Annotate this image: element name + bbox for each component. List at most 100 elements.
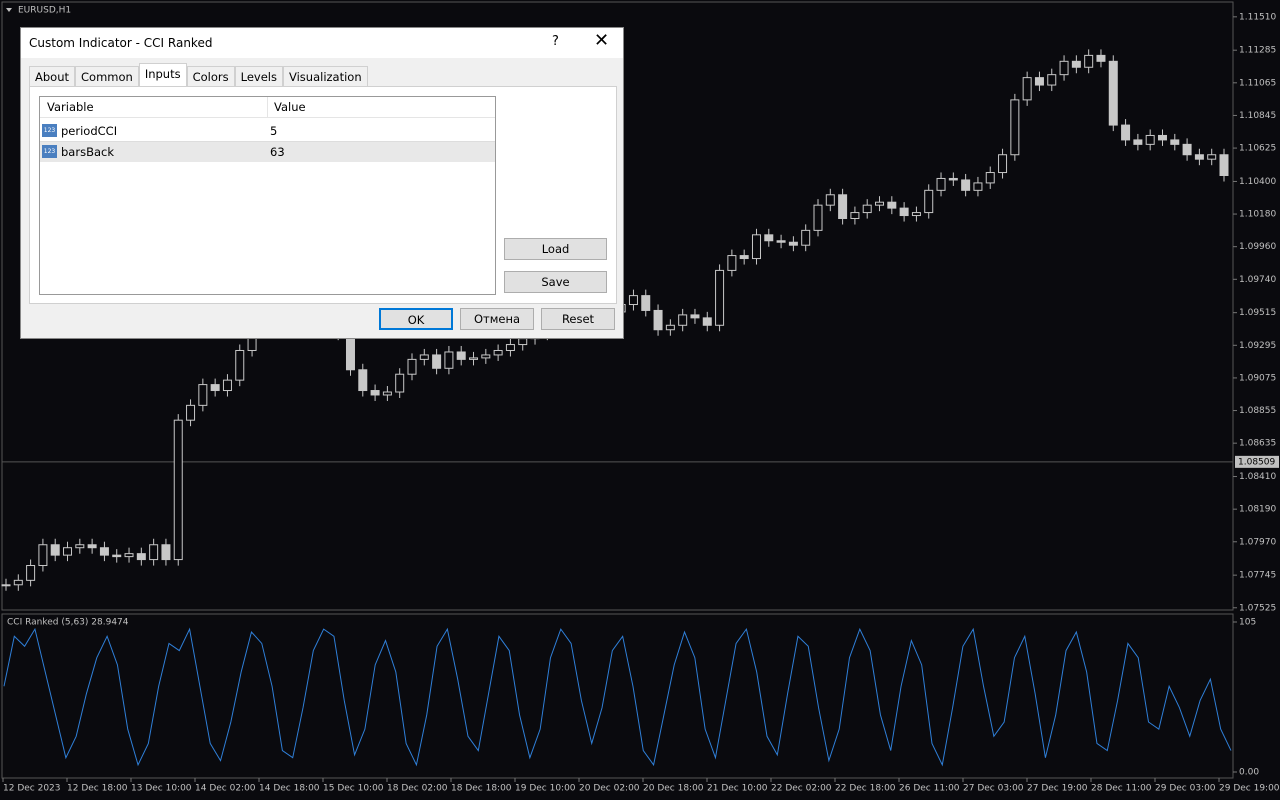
save-button[interactable]: Save <box>504 271 607 293</box>
candle <box>186 404 196 421</box>
x-tick-label: 22 Dec 02:00 <box>771 784 832 794</box>
candle <box>469 357 479 360</box>
candle <box>456 351 466 360</box>
current-price-box <box>1235 455 1279 468</box>
candle <box>1034 77 1044 86</box>
candle <box>1157 134 1167 141</box>
x-tick-label: 22 Dec 18:00 <box>835 784 896 794</box>
candle <box>1096 54 1106 62</box>
candle <box>222 379 232 392</box>
candle <box>493 349 503 356</box>
y-tick-label: 1.11510 <box>1239 12 1276 22</box>
candle <box>382 391 392 396</box>
title-bar: Custom Indicator - CCI Ranked ? ✕ <box>21 28 623 58</box>
candle <box>739 255 749 260</box>
row-icon: 123 <box>42 124 57 137</box>
x-tick-label: 20 Dec 02:00 <box>579 784 640 794</box>
candle <box>1170 139 1180 145</box>
help-button[interactable]: ? <box>552 34 559 49</box>
candle <box>210 384 220 392</box>
candle <box>75 544 85 549</box>
candle <box>690 314 700 319</box>
candle <box>26 565 36 581</box>
cancel-button[interactable]: Отмена <box>460 308 534 330</box>
tabs: About Common Inputs Colors Levels Visual… <box>29 63 368 87</box>
candle <box>407 358 417 375</box>
y-tick-label: 1.11065 <box>1239 78 1276 88</box>
y-tick-label: 1.11285 <box>1239 46 1276 56</box>
load-button[interactable]: Load <box>504 238 607 260</box>
x-tick-label: 27 Dec 03:00 <box>963 784 1024 794</box>
candle <box>1010 99 1020 156</box>
cell: periodCCI <box>61 124 118 138</box>
tab[interactable]: Inputs <box>138 63 187 87</box>
cell: 5 <box>270 124 278 138</box>
x-tick-label: 28 Dec 11:00 <box>1091 784 1152 794</box>
tab[interactable]: Visualization <box>282 66 368 87</box>
candle <box>1145 134 1155 145</box>
candle <box>358 369 368 392</box>
x-tick-label: 15 Dec 10:00 <box>323 784 384 794</box>
y-tick-label: 1.10845 <box>1239 111 1276 121</box>
ok-button[interactable]: OK <box>379 308 453 330</box>
x-tick-label: 19 Dec 10:00 <box>515 784 576 794</box>
candle <box>961 179 971 191</box>
row-icon: 123 <box>42 145 57 158</box>
candle <box>518 338 528 346</box>
reset-button[interactable]: Reset <box>541 308 615 330</box>
candle <box>87 544 97 549</box>
y-tick-label: 0.00 <box>1239 768 1259 778</box>
candle <box>825 194 835 206</box>
candle <box>628 295 638 306</box>
x-tick-label: 26 Dec 11:00 <box>899 784 960 794</box>
x-tick-label: 12 Dec 2023 <box>3 784 61 794</box>
candle <box>38 544 48 567</box>
candle <box>751 234 761 260</box>
candle <box>124 553 134 558</box>
candle <box>862 204 872 214</box>
menu-arrow[interactable] <box>6 8 12 12</box>
candle <box>788 241 798 246</box>
y-tick-label: 1.10625 <box>1239 144 1276 154</box>
candle <box>1022 77 1032 101</box>
y-tick-label: 1.09295 <box>1239 341 1276 351</box>
indicator-frame <box>1 613 1234 779</box>
candle <box>1182 143 1192 156</box>
header: Value <box>267 97 306 117</box>
x-tick-label: 21 Dec 10:00 <box>707 784 768 794</box>
candle <box>63 547 73 556</box>
candle <box>1059 60 1069 76</box>
y-tick-label: 1.08855 <box>1239 406 1276 416</box>
tab[interactable]: Levels <box>234 66 283 87</box>
candle <box>653 309 663 331</box>
tab[interactable]: About <box>29 66 76 87</box>
tab[interactable]: Colors <box>186 66 235 87</box>
x-tick-label: 27 Dec 19:00 <box>1027 784 1088 794</box>
close-button[interactable]: ✕ <box>594 30 610 51</box>
candle <box>112 554 122 558</box>
y-tick-label: 1.08190 <box>1239 505 1276 515</box>
tab-panel: Variable Value 123 periodCCI 5 123 barsB… <box>29 86 617 304</box>
x-tick-label: 14 Dec 02:00 <box>195 784 256 794</box>
table-row[interactable]: 123 barsBack 63 <box>40 141 495 162</box>
cell: barsBack <box>61 145 114 159</box>
candle <box>911 212 921 217</box>
x-tick-label: 20 Dec 18:00 <box>643 784 704 794</box>
candle <box>948 177 958 181</box>
candle <box>998 154 1008 174</box>
candle <box>235 349 245 381</box>
current-price-label: 1.08509 <box>1238 457 1275 467</box>
candle <box>173 419 183 561</box>
candle <box>1 584 11 587</box>
candle <box>50 544 60 556</box>
candle <box>764 234 774 242</box>
candle <box>370 390 380 396</box>
candle <box>727 255 737 271</box>
tab[interactable]: Common <box>75 66 139 87</box>
table-row[interactable]: 123 periodCCI 5 <box>40 121 495 141</box>
candle <box>813 204 823 231</box>
x-tick-label: 29 Dec 19:00 <box>1219 784 1280 794</box>
candle <box>395 373 405 393</box>
candle <box>419 354 429 360</box>
